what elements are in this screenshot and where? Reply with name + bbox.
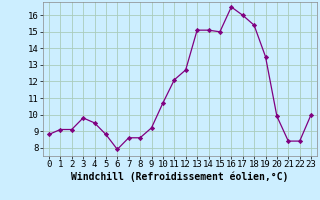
X-axis label: Windchill (Refroidissement éolien,°C): Windchill (Refroidissement éolien,°C) xyxy=(71,172,289,182)
